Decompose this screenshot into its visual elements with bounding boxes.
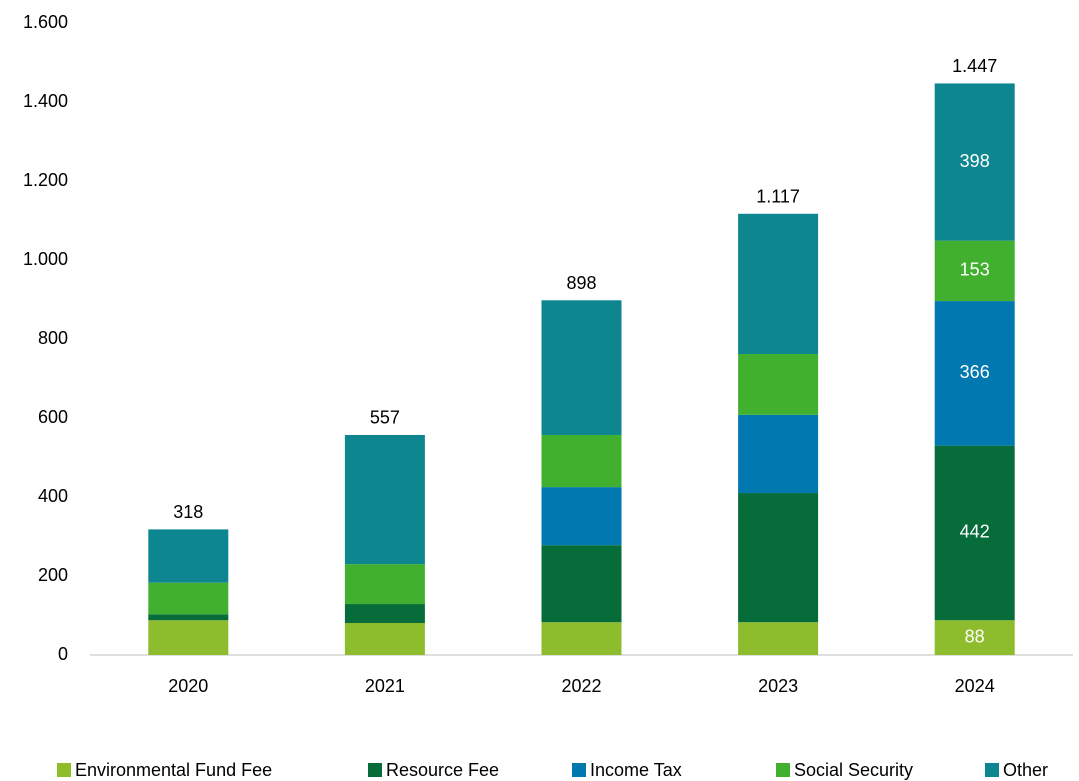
- x-tick-label: 2021: [365, 676, 405, 696]
- bar-segment: [541, 487, 622, 546]
- y-tick-label: 200: [38, 565, 68, 585]
- y-tick-label: 0: [58, 644, 68, 664]
- y-tick-label: 600: [38, 407, 68, 427]
- bar-segment: [738, 213, 819, 355]
- bar-segment: [148, 614, 229, 621]
- total-label: 1.447: [952, 56, 997, 76]
- bar-segment: [541, 434, 622, 488]
- value-label: 366: [960, 362, 990, 382]
- bar-segment: [738, 354, 819, 415]
- bar-segment: [934, 620, 1015, 655]
- y-tick-label: 1.600: [23, 12, 68, 32]
- bar-segment: [934, 83, 1015, 241]
- value-label: 88: [965, 626, 985, 646]
- y-tick-label: 400: [38, 486, 68, 506]
- bar-segment: [344, 564, 425, 605]
- bar-segment: [541, 622, 622, 655]
- bar-segment: [344, 604, 425, 624]
- legend-label: Other: [1003, 760, 1048, 780]
- bar-segment: [934, 301, 1015, 446]
- bar-segment: [148, 582, 229, 615]
- bar-segment: [934, 445, 1015, 621]
- bar-segment: [738, 622, 819, 655]
- legend-label: Income Tax: [590, 760, 682, 780]
- total-label: 898: [566, 273, 596, 293]
- total-label: 1.117: [756, 187, 800, 207]
- bar-segment: [541, 300, 622, 435]
- bar-segment: [148, 529, 229, 583]
- y-tick-label: 1.000: [23, 249, 68, 269]
- x-tick-label: 2024: [955, 676, 995, 696]
- legend-swatch: [368, 763, 382, 777]
- value-label: 153: [960, 260, 990, 280]
- bar-segment: [738, 414, 819, 494]
- x-tick-label: 2020: [168, 676, 208, 696]
- y-tick-label: 800: [38, 328, 68, 348]
- legend-label: Environmental Fund Fee: [75, 760, 272, 780]
- bar-segment: [541, 545, 622, 623]
- y-tick-label: 1.400: [23, 91, 68, 111]
- legend-swatch: [776, 763, 790, 777]
- bar-segment: [344, 623, 425, 655]
- y-tick-label: 1.200: [23, 170, 68, 190]
- bar-segment: [344, 434, 425, 565]
- legend-swatch: [985, 763, 999, 777]
- legend-label: Resource Fee: [386, 760, 499, 780]
- total-label: 557: [370, 408, 400, 428]
- x-tick-label: 2022: [561, 676, 601, 696]
- value-label: 442: [960, 522, 990, 542]
- total-label: 318: [173, 502, 203, 522]
- legend-label: Social Security: [794, 760, 913, 780]
- bar-segment: [148, 620, 229, 655]
- value-label: 398: [960, 151, 990, 171]
- legend-swatch: [572, 763, 586, 777]
- x-tick-label: 2023: [758, 676, 798, 696]
- bar-segment: [738, 493, 819, 623]
- bar-segment: [934, 240, 1015, 302]
- legend-swatch: [57, 763, 71, 777]
